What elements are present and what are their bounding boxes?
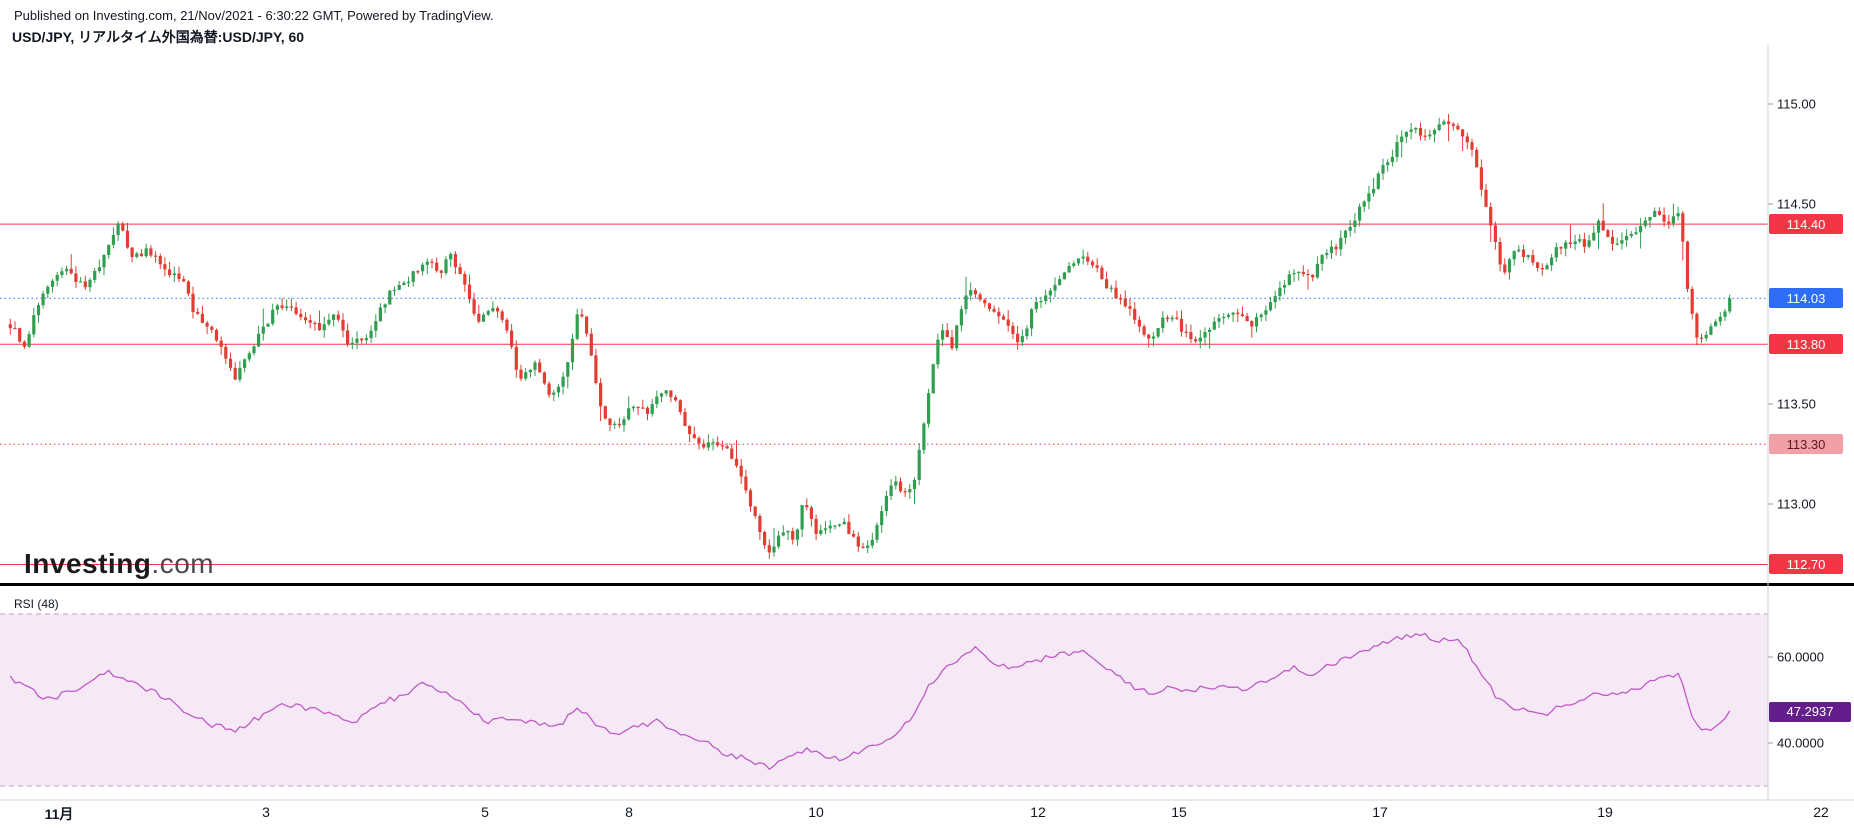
published-header-text: Published on Investing.com, 21/Nov/2021 … bbox=[14, 8, 494, 23]
watermark-suffix: .com bbox=[151, 548, 215, 579]
rsi-indicator-label: RSI (48) bbox=[14, 597, 59, 611]
symbol-title: USD/JPY, リアルタイム外国為替:USD/JPY, 60 bbox=[12, 29, 305, 45]
investing-watermark-logo: Investing.com bbox=[24, 548, 214, 580]
watermark-name: Investing bbox=[24, 548, 152, 579]
